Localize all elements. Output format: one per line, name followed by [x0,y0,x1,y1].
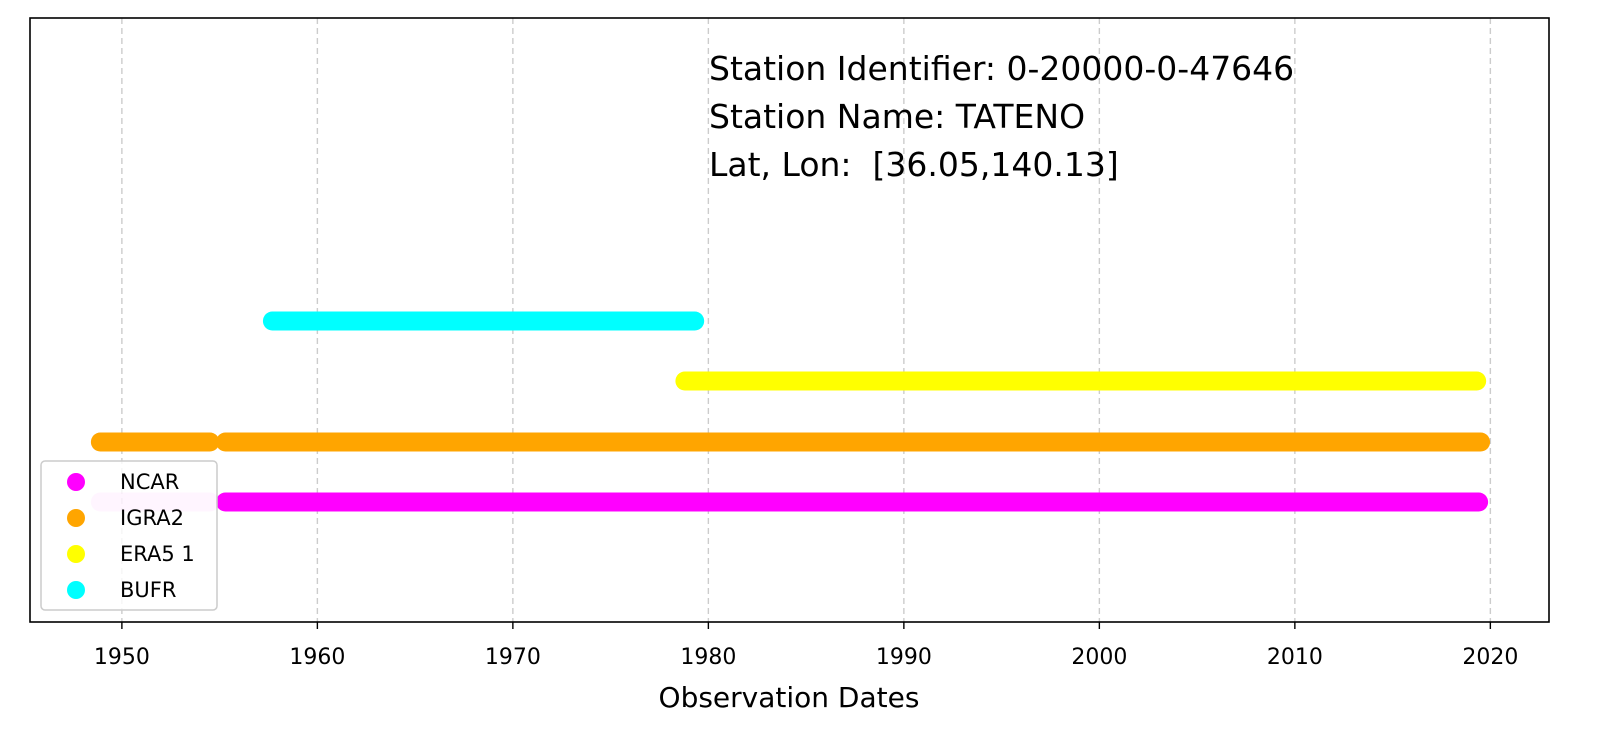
annotation: Station Identifier: 0-20000-0-47646 Stat… [709,49,1294,184]
legend-label: BUFR [120,578,176,602]
x-tick-label: 1950 [94,645,150,670]
legend-label: ERA5 1 [120,542,195,566]
legend-marker-era5-1 [67,545,85,563]
station-identifier: Station Identifier: 0-20000-0-47646 [709,49,1294,88]
x-axis: 1950 1960 1970 1980 1990 2000 2010 2020 [94,622,1518,670]
series-layer [90,311,1491,512]
x-tick-label: 2000 [1071,645,1127,670]
legend-label: IGRA2 [120,506,184,530]
plot-frame [29,17,1550,623]
legend-label: NCAR [120,470,179,494]
station-name: Station Name: TATENO [709,97,1085,136]
x-tick-label: 1960 [289,645,345,670]
legend: NCAR IGRA2 ERA5 1 BUFR [40,460,218,611]
x-tick-label: 1970 [485,645,541,670]
x-axis-label: Observation Dates [659,681,920,714]
x-tick-label: 2010 [1267,645,1323,670]
x-tick-label: 1980 [680,645,736,670]
x-tick-label: 2020 [1462,645,1518,670]
legend-marker-bufr [67,581,85,599]
station-latlon: Lat, Lon: [36.05,140.13] [709,145,1119,184]
legend-frame [40,460,218,611]
x-tick-label: 1990 [876,645,932,670]
legend-marker-ncar [67,473,85,491]
legend-marker-igra2 [67,509,85,527]
